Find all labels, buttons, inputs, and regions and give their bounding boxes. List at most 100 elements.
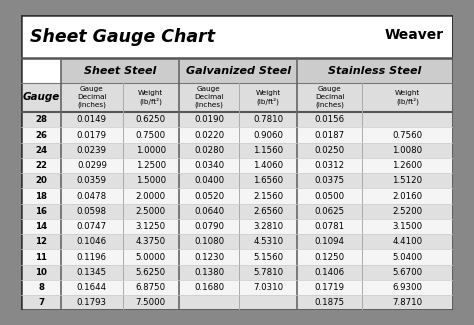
Text: 0.6250: 0.6250 bbox=[136, 115, 166, 124]
Bar bbox=[61, 83, 179, 112]
Text: 0.1250: 0.1250 bbox=[315, 253, 345, 262]
Text: 0.9060: 0.9060 bbox=[253, 131, 283, 139]
Text: 0.0179: 0.0179 bbox=[77, 131, 107, 139]
Text: 0.0790: 0.0790 bbox=[194, 222, 224, 231]
Bar bbox=[297, 83, 453, 112]
Text: 7.5000: 7.5000 bbox=[136, 298, 166, 307]
Text: Galvanized Steel: Galvanized Steel bbox=[185, 66, 291, 75]
Text: Gauge
Decimal
(inches): Gauge Decimal (inches) bbox=[194, 86, 224, 109]
Text: 1.5000: 1.5000 bbox=[136, 176, 166, 185]
Text: 11: 11 bbox=[35, 253, 47, 262]
Text: 2.0000: 2.0000 bbox=[136, 191, 166, 201]
Text: 2.5200: 2.5200 bbox=[392, 207, 422, 216]
Text: 0.1406: 0.1406 bbox=[315, 268, 345, 277]
Text: 2.6560: 2.6560 bbox=[253, 207, 283, 216]
Text: 0.0187: 0.0187 bbox=[315, 131, 345, 139]
Text: 1.0080: 1.0080 bbox=[392, 146, 422, 155]
Text: Gauge
Decimal
(inches): Gauge Decimal (inches) bbox=[77, 86, 107, 109]
Bar bbox=[21, 158, 453, 173]
Text: 0.1230: 0.1230 bbox=[194, 253, 224, 262]
Bar bbox=[179, 58, 297, 83]
Text: 0.0340: 0.0340 bbox=[194, 161, 224, 170]
Text: 0.1380: 0.1380 bbox=[194, 268, 224, 277]
Text: 3.1250: 3.1250 bbox=[136, 222, 166, 231]
Bar bbox=[21, 234, 453, 249]
Text: 4.4100: 4.4100 bbox=[392, 237, 422, 246]
Text: 22: 22 bbox=[35, 161, 47, 170]
Text: 0.1644: 0.1644 bbox=[77, 283, 107, 292]
Bar bbox=[21, 173, 453, 188]
Bar bbox=[61, 58, 179, 83]
Text: 0.0598: 0.0598 bbox=[77, 207, 107, 216]
Text: 1.2500: 1.2500 bbox=[136, 161, 166, 170]
Text: 28: 28 bbox=[35, 115, 47, 124]
Text: 0.0156: 0.0156 bbox=[315, 115, 345, 124]
Text: 6.9300: 6.9300 bbox=[392, 283, 422, 292]
Bar bbox=[21, 188, 453, 204]
Text: 2.0160: 2.0160 bbox=[392, 191, 422, 201]
Bar bbox=[21, 127, 453, 143]
Text: 0.7500: 0.7500 bbox=[136, 131, 166, 139]
Text: 4.5310: 4.5310 bbox=[253, 237, 283, 246]
Text: 0.0220: 0.0220 bbox=[194, 131, 224, 139]
Text: 0.1793: 0.1793 bbox=[77, 298, 107, 307]
Text: Sheet Gauge Chart: Sheet Gauge Chart bbox=[30, 28, 215, 46]
Text: 0.0747: 0.0747 bbox=[77, 222, 107, 231]
Text: 1.0000: 1.0000 bbox=[136, 146, 166, 155]
Bar bbox=[21, 265, 453, 280]
Text: 2.1560: 2.1560 bbox=[253, 191, 283, 201]
Text: 5.1560: 5.1560 bbox=[253, 253, 283, 262]
Text: 26: 26 bbox=[35, 131, 47, 139]
Text: Weight
(lb/ft²): Weight (lb/ft²) bbox=[395, 90, 420, 105]
Text: Gauge
Decimal
(inches): Gauge Decimal (inches) bbox=[315, 86, 345, 109]
Text: 0.0625: 0.0625 bbox=[315, 207, 345, 216]
Text: 0.0520: 0.0520 bbox=[194, 191, 224, 201]
Text: 6.8750: 6.8750 bbox=[136, 283, 166, 292]
Text: 0.0359: 0.0359 bbox=[77, 176, 107, 185]
Text: 0.0299: 0.0299 bbox=[77, 161, 107, 170]
Text: 2.5000: 2.5000 bbox=[136, 207, 166, 216]
Bar bbox=[21, 219, 453, 234]
Text: 1.2600: 1.2600 bbox=[392, 161, 422, 170]
Text: 1.4060: 1.4060 bbox=[253, 161, 283, 170]
Text: 8: 8 bbox=[38, 283, 44, 292]
Bar bbox=[21, 295, 453, 310]
Text: Stainless Steel: Stainless Steel bbox=[328, 66, 422, 75]
Text: 0.1196: 0.1196 bbox=[77, 253, 107, 262]
Text: 5.6250: 5.6250 bbox=[136, 268, 166, 277]
Text: 0.0400: 0.0400 bbox=[194, 176, 224, 185]
Text: 5.0000: 5.0000 bbox=[136, 253, 166, 262]
Text: 0.1680: 0.1680 bbox=[194, 283, 224, 292]
Text: 0.0190: 0.0190 bbox=[194, 115, 224, 124]
Text: 0.0500: 0.0500 bbox=[315, 191, 345, 201]
Bar bbox=[21, 143, 453, 158]
Text: 0.1719: 0.1719 bbox=[315, 283, 345, 292]
Text: 0.0312: 0.0312 bbox=[315, 161, 345, 170]
Text: 12: 12 bbox=[35, 237, 47, 246]
Text: 0.1046: 0.1046 bbox=[77, 237, 107, 246]
Bar bbox=[21, 112, 453, 127]
Text: 0.0239: 0.0239 bbox=[77, 146, 107, 155]
Text: 7: 7 bbox=[38, 298, 44, 307]
Text: 5.7810: 5.7810 bbox=[253, 268, 283, 277]
Text: 14: 14 bbox=[35, 222, 47, 231]
Text: 0.0781: 0.0781 bbox=[315, 222, 345, 231]
Text: 3.2810: 3.2810 bbox=[253, 222, 283, 231]
Bar bbox=[179, 83, 297, 112]
Text: Weight
(lb/ft²): Weight (lb/ft²) bbox=[255, 90, 281, 105]
Bar bbox=[297, 58, 453, 83]
Text: 0.1094: 0.1094 bbox=[315, 237, 345, 246]
Bar bbox=[21, 280, 453, 295]
Bar bbox=[21, 83, 61, 112]
Text: 0.0478: 0.0478 bbox=[77, 191, 107, 201]
Text: Sheet Steel: Sheet Steel bbox=[84, 66, 156, 75]
Text: 1.6560: 1.6560 bbox=[253, 176, 283, 185]
Text: 18: 18 bbox=[35, 191, 47, 201]
Text: Weight
(lb/ft²): Weight (lb/ft²) bbox=[138, 90, 164, 105]
Text: 3.1500: 3.1500 bbox=[392, 222, 422, 231]
Text: 0.0149: 0.0149 bbox=[77, 115, 107, 124]
Text: Gauge: Gauge bbox=[23, 92, 60, 102]
Text: 0.1875: 0.1875 bbox=[315, 298, 345, 307]
Text: Weaver: Weaver bbox=[385, 28, 444, 42]
Bar bbox=[21, 249, 453, 265]
